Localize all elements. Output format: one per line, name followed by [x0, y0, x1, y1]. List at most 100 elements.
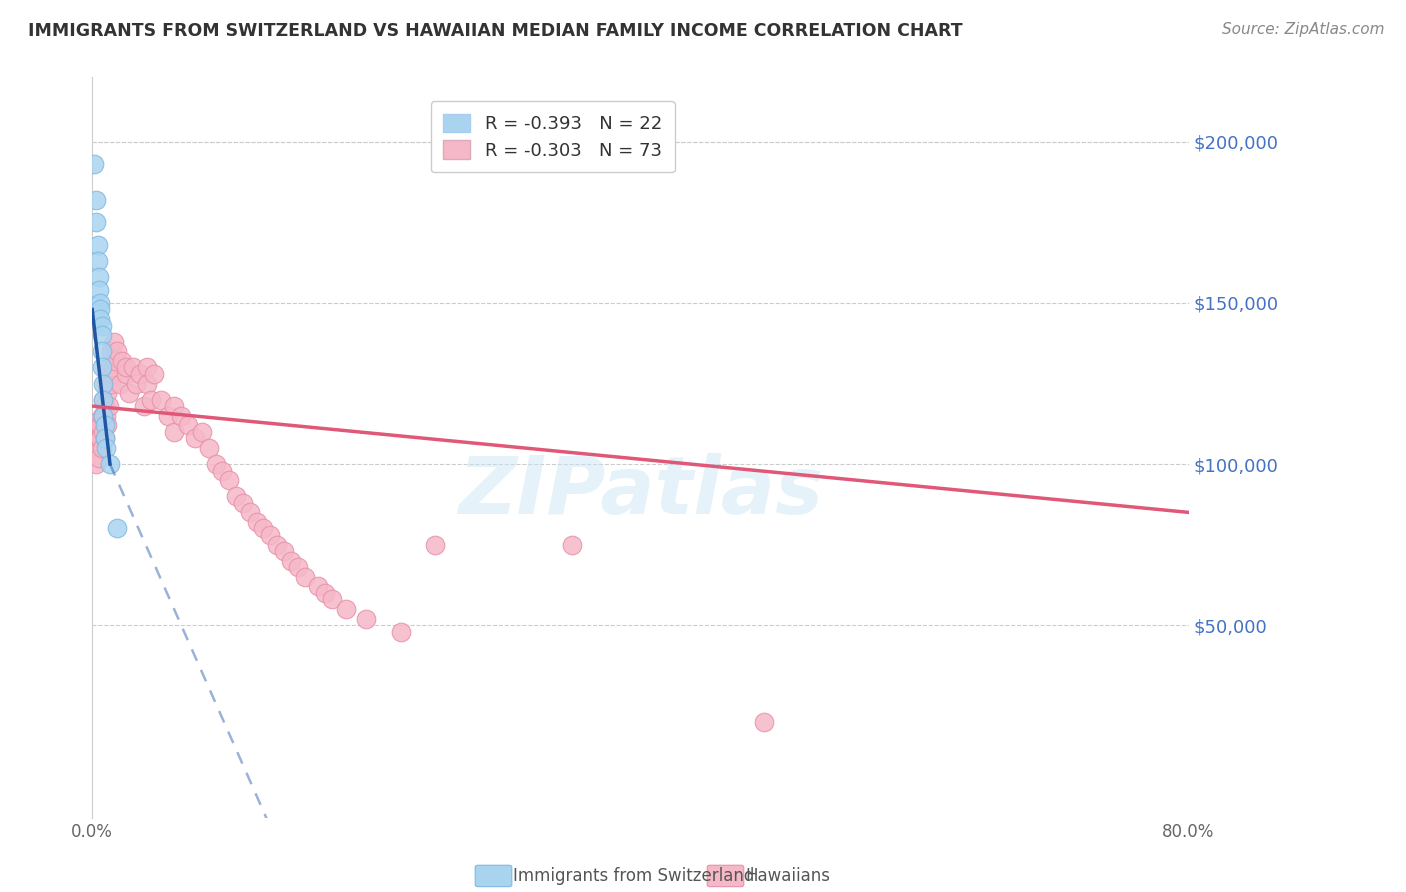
Text: ZIPatlas: ZIPatlas	[458, 453, 823, 532]
Point	[280, 554, 302, 568]
Point	[266, 538, 288, 552]
Point	[94, 409, 117, 423]
Text: IMMIGRANTS FROM SWITZERLAND VS HAWAIIAN MEDIAN FAMILY INCOME CORRELATION CHART: IMMIGRANTS FROM SWITZERLAND VS HAWAIIAN …	[28, 22, 963, 40]
Point	[98, 360, 121, 375]
Point	[84, 193, 107, 207]
Point	[101, 367, 124, 381]
Point	[89, 418, 111, 433]
Point	[184, 431, 207, 445]
Legend: R = -0.393   N = 22, R = -0.303   N = 73: R = -0.393 N = 22, R = -0.303 N = 73	[430, 102, 675, 172]
Point	[163, 399, 186, 413]
Point	[239, 505, 262, 519]
Point	[321, 592, 343, 607]
Point	[84, 457, 107, 471]
Point	[101, 360, 124, 375]
Point	[86, 425, 108, 439]
Point	[96, 386, 118, 401]
Point	[100, 376, 122, 391]
Point	[108, 376, 131, 391]
Point	[89, 296, 111, 310]
Point	[246, 515, 269, 529]
Point	[90, 328, 112, 343]
Point	[156, 409, 179, 423]
Point	[118, 386, 141, 401]
Point	[105, 521, 128, 535]
Point	[191, 425, 214, 439]
Point	[177, 418, 200, 433]
Point	[136, 376, 159, 391]
Point	[197, 441, 219, 455]
Point	[307, 579, 329, 593]
Point	[93, 418, 115, 433]
Point	[163, 425, 186, 439]
Point	[86, 254, 108, 268]
Point	[294, 570, 316, 584]
Point	[104, 354, 127, 368]
Point	[93, 399, 115, 413]
Point	[90, 344, 112, 359]
Point	[149, 392, 172, 407]
Point	[90, 409, 112, 423]
Point	[129, 367, 152, 381]
Point	[115, 367, 138, 381]
Point	[87, 431, 110, 445]
Point	[87, 450, 110, 465]
Point	[125, 376, 148, 391]
Point	[259, 528, 281, 542]
Point	[93, 431, 115, 445]
Point	[232, 496, 254, 510]
Point	[90, 441, 112, 455]
Point	[84, 441, 107, 455]
Point	[115, 360, 138, 375]
Point	[86, 238, 108, 252]
Point	[97, 367, 120, 381]
Point	[204, 457, 226, 471]
Point	[91, 425, 114, 439]
Point	[389, 624, 412, 639]
Text: Source: ZipAtlas.com: Source: ZipAtlas.com	[1222, 22, 1385, 37]
Point	[111, 354, 134, 368]
Point	[218, 473, 240, 487]
Point	[89, 312, 111, 326]
Point	[91, 392, 114, 407]
Point	[97, 399, 120, 413]
Point	[134, 399, 156, 413]
Point	[89, 302, 111, 317]
Point	[90, 360, 112, 375]
Point	[105, 344, 128, 359]
Point	[122, 360, 145, 375]
Point	[287, 560, 309, 574]
Point	[103, 334, 125, 349]
Point	[100, 344, 122, 359]
Point	[752, 714, 775, 729]
Point	[139, 392, 162, 407]
Point	[89, 431, 111, 445]
Point	[91, 376, 114, 391]
Point	[335, 602, 357, 616]
Point	[94, 441, 117, 455]
Text: Hawaiians: Hawaiians	[745, 867, 830, 885]
Point	[225, 489, 247, 503]
Point	[83, 157, 105, 171]
Point	[314, 586, 336, 600]
Text: Immigrants from Switzerland: Immigrants from Switzerland	[513, 867, 755, 885]
Point	[356, 612, 378, 626]
Point	[84, 215, 107, 229]
Point	[84, 415, 107, 429]
Point	[423, 538, 446, 552]
Point	[87, 283, 110, 297]
Point	[96, 418, 118, 433]
Point	[273, 544, 295, 558]
Point	[91, 409, 114, 423]
Point	[136, 360, 159, 375]
Point	[142, 367, 165, 381]
Point	[211, 463, 233, 477]
Point	[93, 431, 115, 445]
Point	[91, 392, 114, 407]
Point	[98, 457, 121, 471]
Point	[170, 409, 193, 423]
Point	[90, 318, 112, 333]
Point	[87, 270, 110, 285]
Point	[94, 376, 117, 391]
Point	[252, 521, 274, 535]
